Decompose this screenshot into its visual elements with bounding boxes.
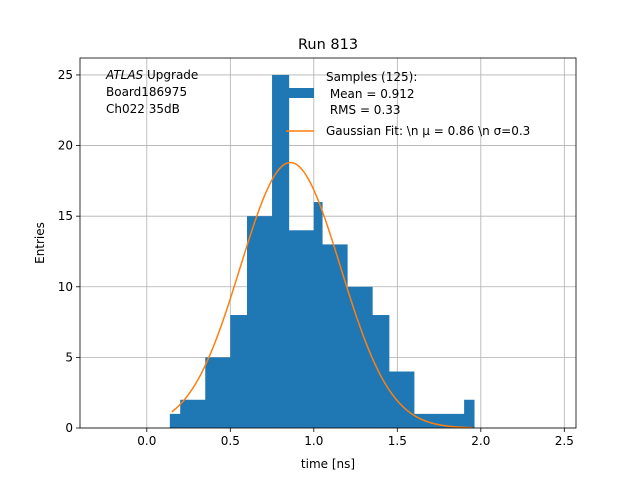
annotation-italic-word: ATLAS	[105, 68, 144, 82]
y-tick-label-3: 15	[58, 209, 73, 223]
histogram-bar-6	[247, 216, 256, 428]
legend-samples-line-1: Samples (125):	[326, 70, 417, 84]
histogram-bar-12	[322, 244, 340, 428]
y-tick-label-4: 20	[58, 139, 73, 153]
histogram-bar-21	[439, 413, 448, 428]
histogram-bar-23	[464, 399, 475, 428]
chart-title: Run 813	[298, 37, 358, 53]
histogram-bar-7	[255, 216, 273, 428]
histogram-bar-1	[180, 399, 189, 428]
y-tick-label-0: 0	[65, 421, 73, 435]
histogram-bar-5	[230, 315, 248, 428]
annotation-line-3: Ch022 35dB	[106, 102, 180, 116]
histogram-bar-13	[338, 244, 348, 428]
histogram-bar-19	[414, 413, 423, 428]
histogram-bar-4	[213, 357, 231, 428]
legend-samples-swatch	[286, 88, 314, 98]
y-tick-label-2: 10	[58, 280, 73, 294]
y-tick-label-5: 25	[58, 68, 73, 82]
x-tick-label-3: 1.5	[388, 434, 407, 448]
legend-fit-label: Gaussian Fit: \n μ = 0.86 \n σ=0.3	[326, 124, 530, 138]
annotation-line-2: Board186975	[106, 85, 187, 99]
x-axis-label: time [ns]	[301, 457, 355, 471]
atlas-annotation: ATLAS Upgrade Board186975 Ch022 35dB	[105, 68, 198, 116]
histogram-bar-0	[169, 413, 181, 428]
histogram-bar-10	[297, 230, 315, 428]
x-tick-label-4: 2.0	[471, 434, 490, 448]
annotation-line-1: ATLAS Upgrade	[105, 68, 198, 82]
annotation-rest: Upgrade	[143, 68, 198, 82]
histogram-bar-9	[288, 230, 298, 428]
histogram-bar-17	[388, 371, 398, 428]
histogram-bar-3	[205, 357, 215, 428]
histogram-bar-16	[372, 315, 390, 428]
x-axis-ticks: 0.0 0.5 1.0 1.5 2.0 2.5	[137, 428, 574, 448]
y-tick-label-1: 5	[65, 350, 73, 364]
x-tick-label-2: 1.0	[304, 434, 323, 448]
y-axis-label: Entries	[33, 222, 47, 264]
histogram-bar-15	[363, 286, 373, 428]
histogram-bar-11	[313, 202, 323, 428]
x-tick-label-5: 2.5	[555, 434, 574, 448]
x-tick-label-1: 0.5	[221, 434, 240, 448]
histogram-bar-14	[347, 286, 365, 428]
gaussian-fit-curve	[171, 161, 473, 429]
histogram-bar-8	[272, 74, 290, 428]
plot-frame	[79, 57, 577, 429]
histogram-bar-2	[188, 399, 206, 428]
legend-samples-line-3: RMS = 0.33	[326, 103, 401, 117]
legend: Samples (125): Mean = 0.912 RMS = 0.33 G…	[286, 70, 530, 138]
legend-samples-line-2: Mean = 0.912	[326, 87, 415, 101]
histogram-bar-22	[447, 413, 465, 428]
y-axis-ticks: 0 5 10 15 20 25	[58, 68, 80, 435]
x-tick-label-0: 0.0	[137, 434, 156, 448]
histogram-bar-18	[397, 371, 415, 428]
histogram-bars	[169, 74, 475, 428]
